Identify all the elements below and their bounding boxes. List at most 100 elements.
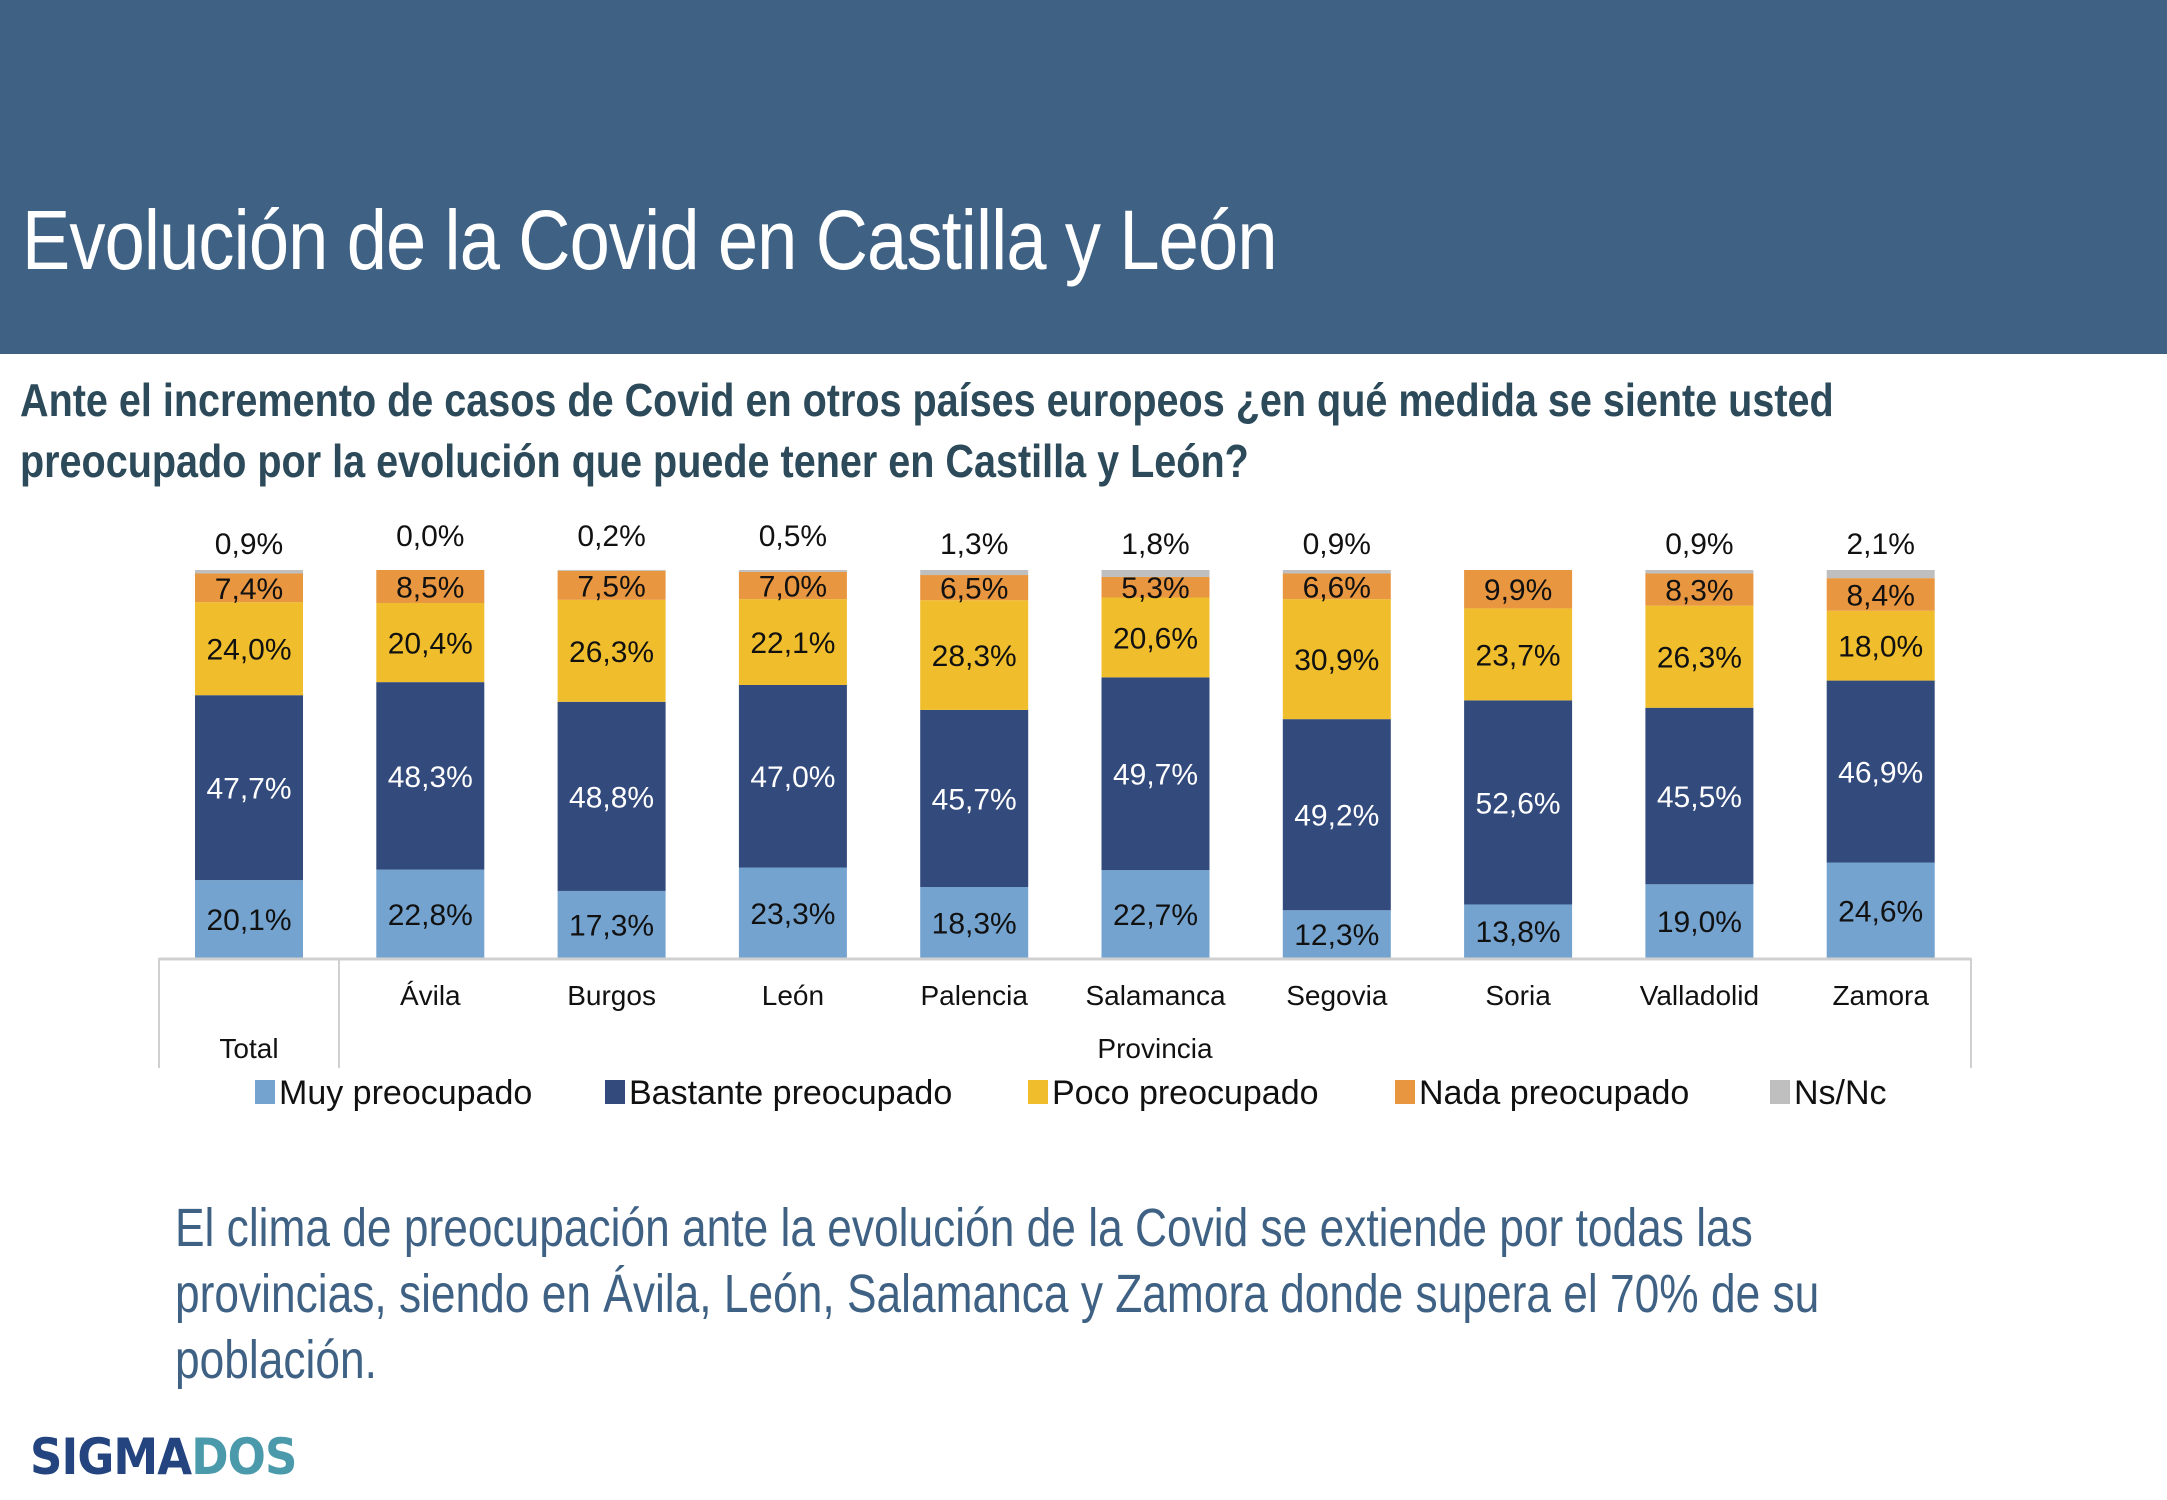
data-label-nada-preocupado-palencia: 6,5% xyxy=(940,573,1008,606)
data-label-ns-nc-palencia: 1,3% xyxy=(940,528,1008,561)
legend-swatch-muy-preocupado xyxy=(255,1080,275,1104)
bar-segment-muy-preocupado-zamora xyxy=(1826,862,1935,958)
category-label-palencia: Palencia xyxy=(920,980,1028,1011)
legend-swatch-bastante-preocupado xyxy=(605,1080,625,1104)
bar-segment-muy-preocupado-burgos xyxy=(557,890,666,958)
bar-segment-bastante-preocupado-palencia xyxy=(920,709,1029,888)
bar-segment-nada-preocupado-avila xyxy=(376,570,485,603)
data-label-poco-preocupado-avila: 20,4% xyxy=(388,628,473,661)
category-label-valladolid: Valladolid xyxy=(1640,980,1759,1011)
data-label-poco-preocupado-zamora: 18,0% xyxy=(1838,631,1923,664)
data-label-ns-nc-valladolid: 0,9% xyxy=(1665,528,1733,561)
data-label-bastante-preocupado-burgos: 48,8% xyxy=(569,781,654,814)
data-label-nada-preocupado-valladolid: 8,3% xyxy=(1665,575,1733,608)
data-label-muy-preocupado-leon: 23,3% xyxy=(750,898,835,931)
bar-segment-poco-preocupado-salamanca xyxy=(1101,597,1210,678)
data-label-poco-preocupado-segovia: 30,9% xyxy=(1294,644,1379,677)
bar-segment-ns-nc-zamora xyxy=(1826,570,1935,579)
conclusion-line-3: población. xyxy=(175,1330,377,1390)
data-label-nada-preocupado-segovia: 6,6% xyxy=(1303,571,1371,604)
bar-segment-poco-preocupado-soria xyxy=(1464,608,1573,701)
data-label-ns-nc-segovia: 0,9% xyxy=(1303,528,1371,561)
bar-segment-poco-preocupado-leon xyxy=(738,599,847,685)
bar-segment-nada-preocupado-segovia xyxy=(1282,573,1391,600)
bar-segment-ns-nc-total xyxy=(195,570,303,574)
legend-label-nada-preocupado: Nada preocupado xyxy=(1419,1074,1689,1112)
data-label-muy-preocupado-avila: 22,8% xyxy=(388,899,473,932)
data-label-bastante-preocupado-zamora: 46,9% xyxy=(1838,757,1923,790)
bar-segment-poco-preocupado-burgos xyxy=(557,599,666,702)
data-label-bastante-preocupado-segovia: 49,2% xyxy=(1294,800,1379,833)
data-label-muy-preocupado-segovia: 12,3% xyxy=(1294,919,1379,952)
category-label-salamanca: Salamanca xyxy=(1085,980,1226,1011)
bar-segment-muy-preocupado-valladolid xyxy=(1645,884,1754,958)
bar-segment-nada-preocupado-palencia xyxy=(920,575,1029,601)
data-label-muy-preocupado-burgos: 17,3% xyxy=(569,909,654,942)
header-banner: Evolución de la Covid en Castilla y León xyxy=(0,0,2167,354)
legend-label-bastante-preocupado: Bastante preocupado xyxy=(629,1074,952,1112)
bar-segment-ns-nc-palencia xyxy=(920,570,1029,576)
data-label-poco-preocupado-leon: 22,1% xyxy=(750,627,835,660)
data-label-nada-preocupado-zamora: 8,4% xyxy=(1847,579,1915,612)
data-label-bastante-preocupado-soria: 52,6% xyxy=(1476,787,1561,820)
bar-segment-nada-preocupado-soria xyxy=(1464,570,1573,609)
data-label-bastante-preocupado-salamanca: 49,7% xyxy=(1113,759,1198,792)
logo-part-dos: DOS xyxy=(191,1428,297,1486)
bar-segment-ns-nc-valladolid xyxy=(1645,570,1754,574)
bar-segment-bastante-preocupado-burgos xyxy=(557,701,666,891)
bar-segment-bastante-preocupado-leon xyxy=(738,684,847,868)
conclusion-line-2: provincias, siendo en Ávila, León, Salam… xyxy=(175,1264,1820,1324)
data-label-ns-nc-leon: 0,5% xyxy=(759,520,827,553)
bar-segment-muy-preocupado-soria xyxy=(1464,904,1573,958)
data-label-nada-preocupado-soria: 9,9% xyxy=(1484,574,1552,607)
conclusion-line-1: El clima de preocupación ante la evoluci… xyxy=(175,1198,1753,1258)
data-label-poco-preocupado-total: 24,0% xyxy=(206,634,291,667)
data-label-nada-preocupado-total: 7,4% xyxy=(215,573,283,606)
bar-segment-poco-preocupado-zamora xyxy=(1826,610,1935,681)
bar-segment-bastante-preocupado-total xyxy=(195,695,303,881)
group-label-total: Total xyxy=(219,1033,278,1064)
bar-segment-ns-nc-burgos xyxy=(557,570,666,571)
bar-segment-muy-preocupado-leon xyxy=(738,867,847,958)
page-title: Evolución de la Covid en Castilla y León xyxy=(22,193,1277,287)
category-label-soria: Soria xyxy=(1485,980,1551,1011)
bar-segment-poco-preocupado-avila xyxy=(376,602,485,683)
bar-segment-bastante-preocupado-zamora xyxy=(1826,680,1935,863)
legend-swatch-nada-preocupado xyxy=(1395,1080,1415,1104)
bar-segment-nada-preocupado-zamora xyxy=(1826,578,1935,611)
bar-segment-poco-preocupado-valladolid xyxy=(1645,605,1754,708)
data-label-poco-preocupado-valladolid: 26,3% xyxy=(1657,642,1742,675)
bar-segment-muy-preocupado-segovia xyxy=(1282,910,1391,958)
bar-segment-bastante-preocupado-segovia xyxy=(1282,719,1391,911)
bar-segment-ns-nc-leon xyxy=(738,570,847,572)
data-label-poco-preocupado-salamanca: 20,6% xyxy=(1113,622,1198,655)
bar-segment-nada-preocupado-burgos xyxy=(557,570,666,600)
bar-segment-nada-preocupado-leon xyxy=(738,571,847,600)
data-label-muy-preocupado-total: 20,1% xyxy=(206,904,291,937)
data-label-bastante-preocupado-valladolid: 45,5% xyxy=(1657,781,1742,814)
bar-segment-ns-nc-segovia xyxy=(1282,570,1391,574)
bar-segment-bastante-preocupado-salamanca xyxy=(1101,677,1210,871)
data-label-muy-preocupado-soria: 13,8% xyxy=(1476,916,1561,949)
data-label-muy-preocupado-salamanca: 22,7% xyxy=(1113,899,1198,932)
category-label-segovia: Segovia xyxy=(1286,980,1388,1011)
conclusion-text: El clima de preocupación ante la evoluci… xyxy=(175,1195,2061,1393)
bar-segment-nada-preocupado-salamanca xyxy=(1101,576,1210,598)
survey-question-line-1: Ante el incremento de casos de Covid en … xyxy=(20,374,1834,426)
data-label-bastante-preocupado-palencia: 45,7% xyxy=(932,783,1017,816)
data-label-bastante-preocupado-total: 47,7% xyxy=(206,773,291,806)
data-label-ns-nc-avila: 0,0% xyxy=(396,520,464,553)
data-label-ns-nc-total: 0,9% xyxy=(215,528,283,561)
data-label-poco-preocupado-palencia: 28,3% xyxy=(932,640,1017,673)
bar-segment-muy-preocupado-total xyxy=(195,880,303,958)
bar-segment-nada-preocupado-valladolid xyxy=(1645,573,1754,606)
legend-swatch-poco-preocupado xyxy=(1028,1080,1048,1104)
bar-segment-muy-preocupado-palencia xyxy=(920,887,1029,958)
legend-label-poco-preocupado: Poco preocupado xyxy=(1052,1074,1319,1112)
category-label-burgos: Burgos xyxy=(567,980,656,1011)
bar-segment-nada-preocupado-total xyxy=(195,573,303,603)
sigmados-logo: SIGMADOS xyxy=(30,1428,297,1486)
data-label-ns-nc-salamanca: 1,8% xyxy=(1121,528,1189,561)
bar-segment-bastante-preocupado-soria xyxy=(1464,700,1573,905)
